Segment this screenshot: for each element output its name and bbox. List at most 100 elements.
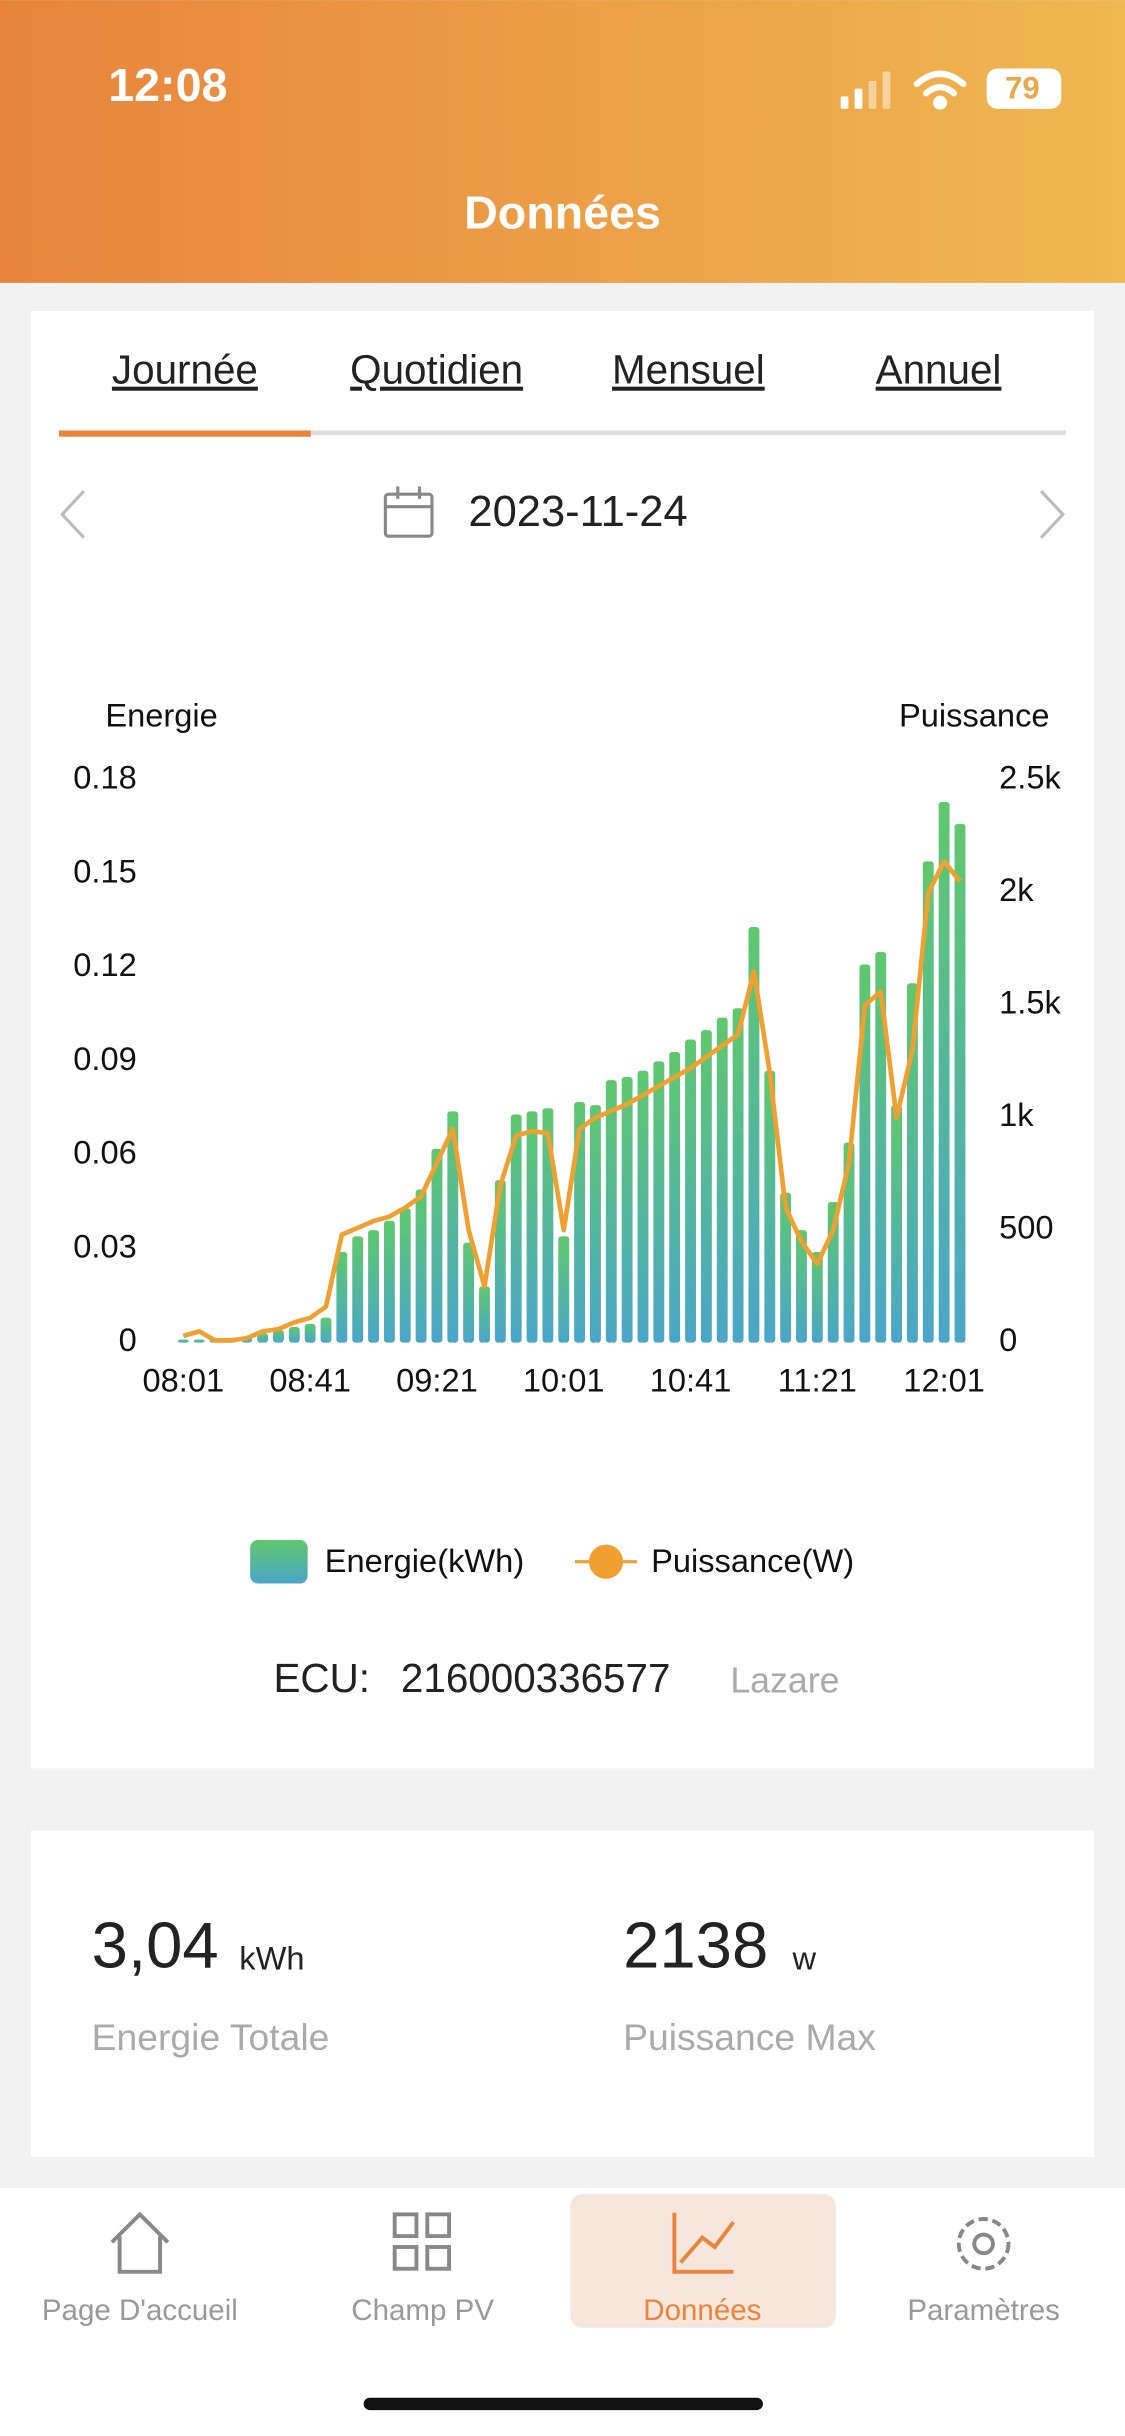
bar <box>273 1330 284 1343</box>
calendar-icon <box>383 486 434 538</box>
bar <box>669 1051 681 1343</box>
bar <box>685 1039 696 1343</box>
bar <box>700 1030 712 1343</box>
y-tick-label: 0 <box>119 1321 137 1358</box>
line <box>182 859 962 1343</box>
header-title: Données <box>464 186 661 238</box>
bar <box>383 1220 395 1343</box>
nav-label[interactable]: Page D'accueil <box>42 2294 238 2327</box>
prev-date[interactable] <box>60 490 86 539</box>
bar <box>906 983 918 1343</box>
legend-swatch <box>250 1539 308 1584</box>
tab-track <box>59 430 1066 436</box>
bar <box>510 1114 522 1343</box>
ecu-id: 216000336577 <box>401 1655 671 1701</box>
bar <box>653 1061 665 1343</box>
wifi-icon <box>913 70 967 110</box>
date[interactable]: 2023-11-24 <box>468 488 687 536</box>
battery-icon <box>986 68 1062 109</box>
y-tick-label: 0.06 <box>73 1134 136 1171</box>
stats-card <box>31 1830 1094 2157</box>
nav-label[interactable]: Données <box>643 2294 761 2327</box>
tab[interactable]: Quotidien <box>350 347 523 393</box>
battery-level: 79 <box>1005 70 1040 105</box>
stat-unit: w <box>791 1940 816 1977</box>
bar <box>637 1070 649 1343</box>
y2-tick-label: 2k <box>999 871 1034 908</box>
bar <box>368 1230 379 1343</box>
bar <box>494 1180 506 1343</box>
bar <box>764 1070 776 1343</box>
bar <box>811 1251 823 1343</box>
bar <box>257 1333 269 1343</box>
legend-swatch <box>588 1544 624 1579</box>
bar <box>399 1208 411 1343</box>
y-tick-label: 0.18 <box>73 759 136 796</box>
y2-axis-title: Puissance <box>899 697 1050 734</box>
legend-label: Energie(kWh) <box>325 1542 524 1579</box>
y2-tick-label: 500 <box>999 1209 1053 1246</box>
bar <box>415 1189 427 1343</box>
bar <box>447 1111 459 1343</box>
bar <box>605 1080 617 1343</box>
tab[interactable]: Mensuel <box>612 347 765 393</box>
ecu-name: Lazare <box>730 1660 839 1700</box>
stat-label: Puissance Max <box>623 2016 876 2058</box>
x-tick-label: 08:01 <box>143 1362 225 1399</box>
grid-icon <box>392 2212 452 2271</box>
bar <box>590 1105 601 1343</box>
x-tick-label: 10:41 <box>650 1362 732 1399</box>
bar <box>780 1192 792 1343</box>
ecu-label: ECU: <box>273 1655 370 1701</box>
bar <box>732 1008 744 1343</box>
tab-indicator <box>59 430 311 437</box>
stat-value: 3,04 <box>92 1908 219 1981</box>
x-tick-label: 11:21 <box>778 1362 857 1399</box>
nav-label[interactable]: Paramètres <box>907 2294 1060 2327</box>
bar <box>558 1236 570 1343</box>
bar <box>938 801 950 1343</box>
x-tick-label: 10:01 <box>523 1362 605 1399</box>
y2-tick-label: 1k <box>999 1096 1034 1133</box>
stat-label: Energie Totale <box>92 2016 330 2058</box>
nav-bar <box>0 2187 1125 2436</box>
bar <box>177 1339 189 1343</box>
home-indicator <box>363 2397 763 2411</box>
x-tick-label: 12:01 <box>903 1362 985 1399</box>
tab[interactable]: Annuel <box>876 347 1002 393</box>
bar <box>574 1101 586 1343</box>
x-tick-label: 08:41 <box>269 1362 351 1399</box>
bar <box>431 1148 443 1343</box>
signal-icon <box>840 71 891 109</box>
y-tick-label: 0.03 <box>73 1227 136 1264</box>
y2-tick-label: 2.5k <box>999 759 1061 796</box>
legend: Energie(kWh) Puissance(W) <box>250 1539 854 1584</box>
bar <box>875 951 887 1343</box>
plot: 0 0.03 0.06 0.09 0.12 0.15 0.18 0 500 1k 1.5k 2k 2.5… <box>73 759 1061 1399</box>
bar <box>193 1339 205 1343</box>
bar <box>796 1230 807 1343</box>
bar <box>320 1317 332 1343</box>
x-tick-label: 09:21 <box>396 1362 478 1399</box>
home-icon <box>110 2211 170 2274</box>
stat-value: 2138 <box>623 1908 768 1981</box>
bar <box>542 1108 554 1343</box>
bar <box>954 823 966 1343</box>
bar <box>336 1251 348 1343</box>
nav-active-bg <box>570 2194 836 2328</box>
bar <box>479 1286 490 1343</box>
bar <box>288 1326 300 1343</box>
legend-label: Puissance(W) <box>651 1542 854 1579</box>
bar <box>748 926 760 1343</box>
stat-unit: kWh <box>239 1940 304 1977</box>
tab[interactable]: Journée <box>112 347 258 393</box>
y2-tick-label: 1.5k <box>999 984 1061 1021</box>
next-date[interactable] <box>1039 490 1065 539</box>
header <box>0 0 1125 283</box>
y-tick-label: 0.15 <box>73 852 136 889</box>
y-tick-label: 0.12 <box>73 946 136 983</box>
nav-label[interactable]: Champ PV <box>351 2294 494 2327</box>
y-axis-title: Energie <box>105 697 217 734</box>
